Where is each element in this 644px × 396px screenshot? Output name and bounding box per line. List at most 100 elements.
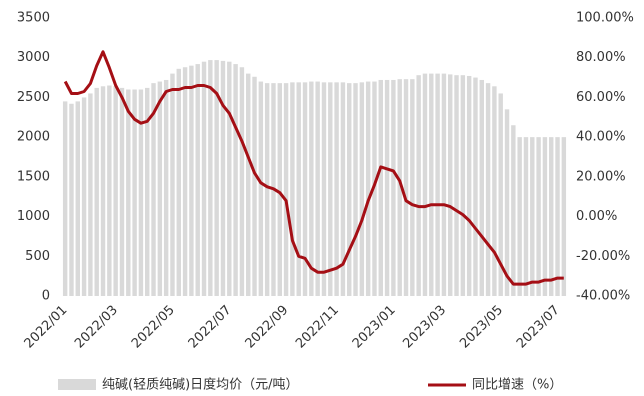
bar (246, 73, 251, 296)
y-tick-label: 3000 (17, 50, 50, 65)
bar (132, 89, 137, 296)
bar (252, 76, 257, 296)
bar (126, 89, 131, 296)
bar (429, 73, 434, 296)
bar (340, 82, 346, 296)
x-tick-label: 2022/11 (293, 303, 342, 352)
legend-label: 纯碱(轻质纯碱)日度均价（元/吨） (102, 377, 299, 393)
bar (384, 79, 390, 296)
bar (75, 101, 80, 297)
y-tick-label: 0 (42, 289, 50, 304)
bar (157, 81, 163, 297)
bar (498, 93, 503, 296)
bar (397, 79, 402, 296)
bar (347, 83, 352, 296)
bar (378, 79, 383, 296)
bar (227, 61, 232, 296)
bar (416, 75, 421, 296)
x-tick-label: 2022/09 (243, 303, 292, 352)
y-tick-label: 3500 (17, 11, 50, 26)
y2-tick-label: 80.00% (576, 50, 626, 65)
bar (296, 82, 301, 296)
bar (189, 65, 194, 297)
bar (466, 75, 472, 297)
bar (145, 87, 150, 296)
bar (549, 137, 554, 296)
bar (523, 137, 529, 296)
bar (435, 73, 440, 296)
bar (441, 73, 447, 296)
bar (460, 75, 466, 296)
bar (359, 82, 365, 296)
bar (448, 74, 453, 296)
x-tick-label: 2023/01 (350, 303, 399, 352)
bar (100, 86, 106, 297)
x-tick-label: 2022/03 (72, 303, 121, 352)
y-tick-label: 2500 (17, 90, 50, 105)
bar (391, 79, 396, 296)
bar (315, 81, 320, 297)
bar (283, 83, 289, 296)
legend-label: 同比增速（%） (472, 378, 562, 393)
y-tick-label: 1500 (17, 169, 50, 184)
bar (479, 79, 484, 296)
bar (302, 82, 308, 296)
bar (561, 137, 567, 296)
y2-tick-label: 60.00% (576, 90, 626, 105)
bar (485, 83, 491, 296)
bar (182, 67, 188, 296)
bar (195, 64, 200, 296)
x-tick-label: 2022/05 (129, 303, 178, 352)
bar (119, 87, 125, 296)
bar (290, 82, 295, 296)
bar (239, 67, 245, 296)
bar (473, 77, 478, 296)
bar (88, 93, 93, 296)
bar (107, 85, 112, 296)
bar (208, 60, 213, 297)
bar (170, 73, 175, 296)
bar (511, 125, 516, 296)
bar (151, 83, 156, 296)
bar (258, 81, 264, 297)
bar (214, 60, 219, 297)
bar (454, 75, 459, 296)
bar (492, 86, 497, 297)
bar (328, 82, 333, 296)
legend-swatch (58, 379, 96, 390)
bar (138, 89, 144, 296)
bar (309, 81, 314, 297)
bar (530, 137, 535, 296)
x-tick-label: 2023/05 (457, 303, 506, 352)
y2-tick-label: -20.00% (576, 249, 630, 264)
bar (517, 137, 522, 296)
y2-tick-label: 40.00% (576, 130, 626, 145)
bar (62, 101, 68, 297)
y-tick-label: 1000 (17, 209, 50, 224)
y2-tick-label: -40.00% (576, 289, 630, 304)
bar (220, 60, 226, 296)
bar (233, 64, 238, 296)
bar (264, 83, 270, 296)
line (63, 50, 564, 286)
x-tick-label: 2022/07 (186, 303, 235, 352)
bar (353, 83, 358, 296)
bar (321, 82, 327, 296)
y-tick-label: 500 (25, 249, 50, 264)
x-tick-label: 2023/03 (400, 303, 449, 352)
x-tick-label: 2023/07 (514, 303, 563, 352)
bar (94, 87, 99, 296)
bar (422, 73, 428, 296)
bar (334, 82, 339, 296)
bar (81, 97, 87, 296)
bar (176, 68, 181, 296)
bar (536, 137, 541, 296)
x-tick-label: 2022/01 (22, 303, 71, 352)
y-tick-label: 2000 (17, 130, 50, 145)
y2-tick-label: 0.00% (576, 209, 617, 224)
bar (69, 103, 74, 296)
bar (277, 83, 282, 296)
y2-tick-label: 20.00% (576, 169, 626, 184)
bar (403, 79, 409, 296)
